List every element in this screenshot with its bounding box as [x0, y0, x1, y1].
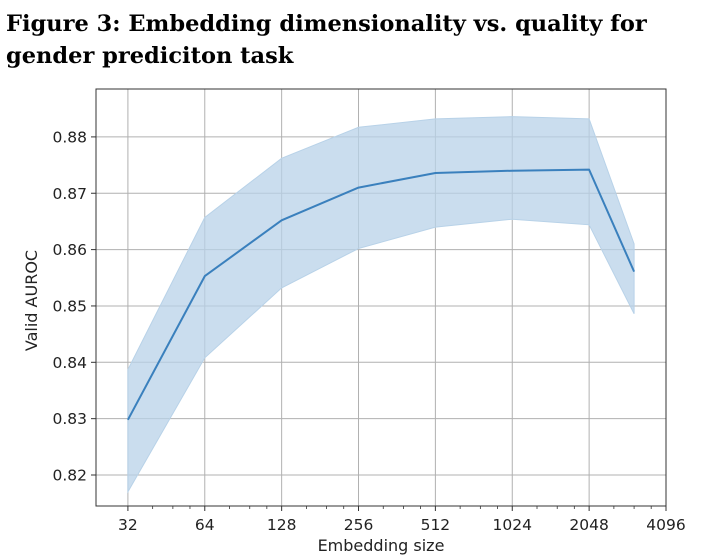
x-tick-label: 512 — [421, 516, 451, 534]
figure-title: Figure 3: Embedding dimensionality vs. q… — [6, 11, 647, 69]
x-tick-label: 4096 — [646, 516, 685, 534]
x-axis-ticks: 32 64 128 256 512 1024 2048 4096 — [118, 506, 686, 534]
y-tick-label: 0.83 — [52, 410, 87, 428]
series-line — [127, 168, 636, 421]
confidence-band-layer — [127, 116, 635, 494]
x-tick-label: 64 — [195, 516, 215, 534]
y-axis-ticks: 0.82 0.83 0.84 0.85 0.86 0.87 0.88 — [52, 128, 96, 485]
x-tick-label: 128 — [267, 516, 297, 534]
y-tick-label: 0.88 — [52, 128, 87, 146]
plot-frame — [95, 88, 667, 507]
x-tick-label: 32 — [118, 516, 138, 534]
y-axis-label: Valid AUROC — [22, 250, 41, 351]
x-tick-label: 256 — [344, 516, 374, 534]
y-tick-label: 0.84 — [52, 354, 87, 372]
y-tick-label: 0.86 — [52, 241, 87, 259]
series-line-layer — [127, 168, 636, 421]
x-axis-label: Embedding size — [318, 536, 445, 555]
y-tick-label: 0.85 — [52, 297, 87, 315]
y-tick-label: 0.82 — [52, 467, 87, 485]
confidence-band — [127, 116, 635, 494]
x-tick-label: 1024 — [493, 516, 532, 534]
x-tick-label: 2048 — [569, 516, 608, 534]
y-tick-label: 0.87 — [52, 185, 87, 203]
